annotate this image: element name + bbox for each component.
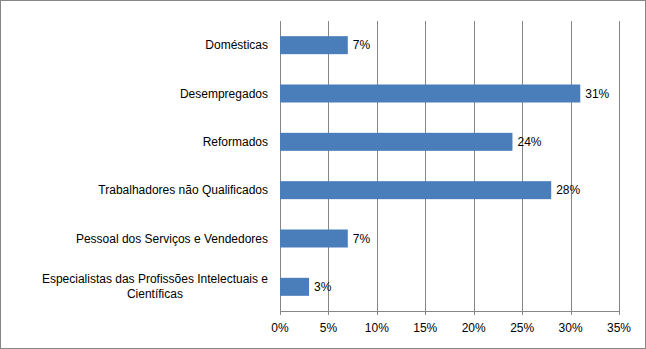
bars [280,36,580,296]
tick-label: 10% [365,321,389,335]
bar [280,133,512,151]
data-label: 28% [556,183,580,197]
data-label: 7% [353,38,371,52]
grid-line [425,21,426,311]
category-label-line: Trabalhadores não Qualificados [98,183,268,197]
category-label: Pessoal dos Serviços e Vendedores [76,232,268,246]
category-label: Especialistas das Profissões Intelectuai… [42,272,268,301]
category-label-line: Domésticas [205,38,268,52]
category-label-line: Científicas [127,287,183,301]
tick-label: 20% [462,321,486,335]
tick-label: 35% [607,321,631,335]
data-label: 7% [353,232,371,246]
bar [280,36,348,54]
bar [280,230,348,248]
tick-label: 0% [271,321,289,335]
category-label: Trabalhadores não Qualificados [98,183,268,197]
bar [280,85,580,103]
chart-frame [1,1,646,349]
category-label: Desempregados [180,87,268,101]
category-label-line: Desempregados [180,87,268,101]
grid-line [571,21,572,311]
grid-line [522,21,523,311]
labels: 7% Domésticas 31% Desempregados 24% Reformado… [42,38,610,301]
axis-line [280,311,619,312]
category-label: Reformados [203,135,268,149]
grid-line [474,21,475,311]
tick-label: 30% [559,321,583,335]
tick-label: 15% [413,321,437,335]
grid-line [619,21,620,311]
category-label: Domésticas [205,38,268,52]
grid-line [377,21,378,311]
data-label: 31% [585,87,609,101]
category-label-line: Pessoal dos Serviços e Vendedores [76,232,268,246]
tick-mark [619,311,620,315]
tick-label: 5% [320,321,338,335]
data-label: 3% [314,280,332,294]
tick-label: 25% [510,321,534,335]
grid-line [328,21,329,311]
bar [280,278,309,296]
chart: 0% 5% 10% 15% 20% 25% 30% 35% 7% Domésticas 31% Des… [0,0,646,349]
bar [280,181,551,199]
category-label-line: Especialistas das Profissões Intelectuai… [42,272,268,286]
data-label: 24% [517,135,541,149]
category-label-line: Reformados [203,135,268,149]
grid-line [280,21,281,311]
